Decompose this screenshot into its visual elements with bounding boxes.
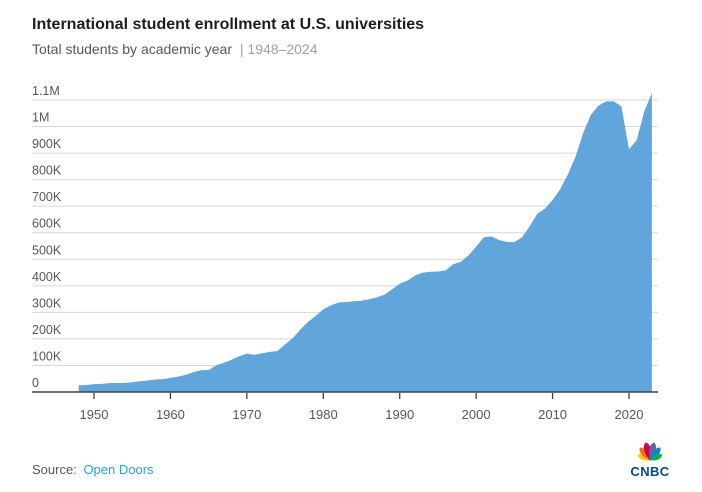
subtitle-date-range: | 1948–2024 — [239, 41, 318, 57]
x-tick-label: 1980 — [309, 407, 338, 422]
peacock-feather — [650, 453, 663, 461]
y-tick-label: 400K — [32, 270, 62, 284]
y-tick-label: 700K — [32, 190, 62, 204]
peacock-feather — [639, 447, 650, 461]
x-tick-label: 1990 — [385, 407, 414, 422]
source-link[interactable]: Open Doors — [83, 462, 154, 477]
y-tick-label: 100K — [32, 349, 62, 363]
subtitle-main: Total students by academic year — [32, 41, 232, 57]
chart-subtitle: Total students by academic year | 1948–2… — [32, 41, 424, 57]
y-tick-label: 600K — [32, 217, 62, 231]
x-tick-label: 2000 — [462, 407, 491, 422]
peacock-icon — [637, 442, 663, 461]
area-series — [78, 92, 652, 393]
y-tick-label: 1M — [32, 111, 49, 125]
x-tick-label: 2020 — [615, 407, 644, 422]
source-line: Source: Open Doors — [32, 462, 154, 477]
x-tick-label: 1970 — [232, 407, 261, 422]
y-tick-label: 900K — [32, 137, 62, 151]
y-tick-label: 800K — [32, 164, 62, 178]
cnbc-logo: CNBC — [624, 439, 676, 479]
y-tick-label: 300K — [32, 296, 62, 310]
peacock-feather — [648, 442, 657, 461]
y-tick-label: 500K — [32, 243, 62, 257]
y-tick-label: 0 — [32, 376, 39, 390]
chart-header: International student enrollment at U.S.… — [32, 16, 424, 57]
source-label: Source: — [32, 462, 77, 477]
cnbc-wordmark: CNBC — [630, 464, 670, 479]
y-tick-label: 1.1M — [32, 84, 60, 98]
x-tick-label: 2010 — [538, 407, 567, 422]
x-tick-label: 1950 — [80, 407, 109, 422]
y-tick-label: 200K — [32, 323, 62, 337]
chart-title: International student enrollment at U.S.… — [32, 16, 425, 33]
x-tick-label: 1960 — [156, 407, 185, 422]
